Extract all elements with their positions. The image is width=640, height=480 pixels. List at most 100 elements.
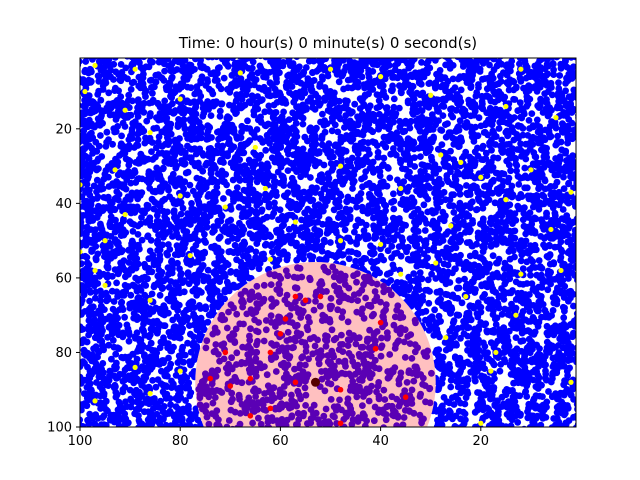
particle-dot [426, 288, 433, 295]
particle-dot [493, 259, 500, 267]
particle-dot [351, 77, 359, 85]
particle-dot [204, 266, 212, 274]
particle-dot [142, 93, 149, 100]
particle-dot [134, 260, 142, 268]
particle-dot [146, 305, 154, 313]
particle-dot [210, 223, 218, 231]
particle-dot [212, 164, 219, 172]
particle-dot [138, 107, 145, 115]
particle-dot [430, 247, 437, 254]
particle-dot [94, 91, 102, 98]
particle-dot [453, 284, 461, 292]
particle-dot [370, 115, 377, 122]
particle-dot [408, 294, 416, 301]
particle-dot [452, 412, 460, 420]
particle-dot [516, 280, 524, 288]
particle-dot [449, 75, 457, 83]
particle-dot [497, 72, 504, 80]
particle-dot [460, 72, 467, 80]
particle-dot [95, 142, 103, 150]
particle-dot [194, 416, 202, 424]
particle-dot [86, 297, 93, 305]
particle-dot [293, 133, 301, 141]
particle-dot [196, 97, 204, 105]
particle-dot [119, 247, 126, 254]
particle-dot [293, 256, 301, 264]
particle-dot [417, 298, 424, 306]
particle-dot [231, 241, 239, 249]
particle-dot [313, 150, 321, 157]
particle-dot [388, 242, 396, 250]
particle-dot [552, 233, 559, 240]
particle-dot [255, 265, 263, 273]
particle-dot [125, 331, 133, 339]
particle-dot [348, 84, 356, 92]
particle-dot [352, 257, 359, 265]
particle-dot [147, 339, 155, 347]
particle-dot [521, 184, 529, 192]
particle-dot [187, 360, 195, 368]
particle-dot [526, 209, 534, 217]
particle-dot [564, 372, 571, 379]
particle-dot [524, 83, 531, 91]
particle-dot [103, 297, 110, 305]
particle-dot [425, 299, 433, 307]
particle-dot [103, 128, 111, 136]
particle-dot [156, 291, 164, 299]
particle-dot [121, 123, 129, 130]
particle-dot [495, 125, 503, 132]
particle-dot [81, 287, 88, 295]
particle-dot [543, 253, 551, 260]
particle-dot [161, 67, 169, 75]
particle-dot [555, 342, 562, 349]
particle-dot [481, 128, 489, 136]
particle-dot [321, 117, 328, 124]
particle-dot [435, 312, 443, 320]
particle-dot [109, 140, 116, 148]
particle-dot [125, 259, 133, 266]
particle-dot [304, 205, 312, 213]
particle-dot [461, 400, 469, 408]
particle-dot [152, 383, 160, 391]
particle-dot [522, 230, 530, 238]
particle-dot [83, 254, 91, 261]
particle-dot [184, 83, 191, 91]
particle-dot [450, 209, 458, 216]
particle-dot [399, 237, 406, 245]
particle-dot [547, 378, 555, 386]
particle-dot [131, 169, 138, 177]
particle-dot [519, 265, 527, 273]
particle-dot [541, 177, 549, 185]
particle-dot [553, 138, 561, 146]
particle-dot [456, 117, 464, 125]
particle-dot [529, 122, 537, 129]
particle-dot [161, 97, 169, 105]
particle-dot [361, 84, 368, 92]
particle-dot [390, 190, 397, 198]
particle-dot [542, 367, 549, 375]
particle-dot [108, 287, 116, 295]
particle-dot [346, 213, 354, 221]
particle-dot [181, 149, 189, 157]
particle-dot [359, 183, 366, 191]
particle-dot [510, 95, 517, 103]
particle-dot [207, 112, 215, 119]
particle-dot [106, 372, 113, 380]
particle-dot [94, 115, 102, 123]
particle-dot [444, 261, 452, 269]
particle-dot [382, 207, 389, 215]
particle-dot [474, 341, 481, 349]
particle-dot [323, 220, 331, 228]
particle-dot [199, 167, 207, 175]
particle-dot [422, 316, 429, 324]
particle-dot [119, 330, 126, 337]
particle-dot [299, 114, 307, 122]
particle-dot [418, 59, 425, 66]
particle-dot [410, 145, 418, 153]
particle-dot [126, 253, 134, 261]
particle-dot [156, 246, 164, 254]
particle-dot [556, 409, 563, 416]
particle-dot [499, 178, 507, 185]
particle-dot [97, 302, 105, 310]
